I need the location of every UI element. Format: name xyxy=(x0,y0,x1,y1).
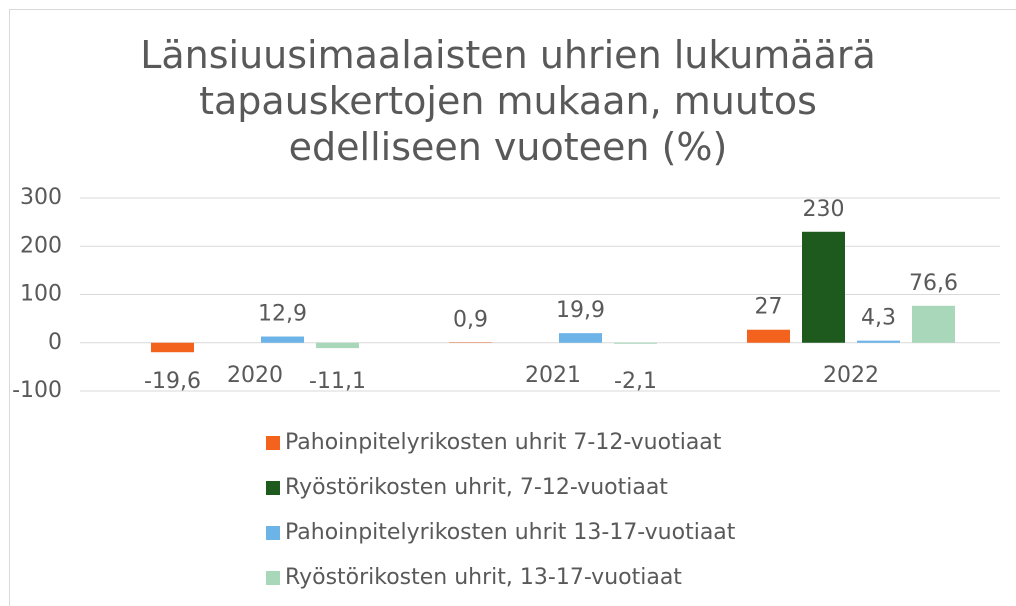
bar xyxy=(261,336,304,343)
bar xyxy=(912,305,955,343)
y-tick-label: 200 xyxy=(20,233,62,258)
data-label: 230 xyxy=(803,197,845,222)
legend-label: Ryöstörikosten uhrit, 7-12-vuotiaat xyxy=(285,475,668,500)
bar xyxy=(316,342,359,349)
bar xyxy=(747,329,790,343)
bar xyxy=(802,231,845,343)
data-label: 76,6 xyxy=(909,271,958,296)
y-tick-label: 300 xyxy=(20,185,62,210)
chart-frame xyxy=(9,9,1016,606)
chart-title: Länsiuusimaalaisten uhrien lukumäärä tap… xyxy=(140,33,876,169)
data-label: 12,9 xyxy=(258,302,307,327)
legend-label: Ryöstörikosten uhrit, 13-17-vuotiaat xyxy=(285,565,682,590)
y-tick-label: 0 xyxy=(48,330,62,355)
bar xyxy=(151,342,194,353)
legend-swatch xyxy=(266,436,280,450)
bar xyxy=(857,340,900,343)
legend-label: Pahoinpitelyrikosten uhrit 13-17-vuotiaa… xyxy=(285,520,736,545)
x-tick-label: 2020 xyxy=(227,363,283,388)
y-tick-label: 100 xyxy=(20,282,62,307)
bar xyxy=(559,333,602,343)
x-tick-label: 2021 xyxy=(525,363,581,388)
bar xyxy=(614,342,657,344)
data-label: -2,1 xyxy=(614,369,657,394)
data-label: -19,6 xyxy=(144,369,201,394)
y-tick-label: -100 xyxy=(12,378,62,403)
x-tick-label: 2022 xyxy=(823,363,879,388)
data-label: 0,9 xyxy=(453,307,488,332)
legend-swatch xyxy=(266,481,280,495)
legend-swatch xyxy=(266,571,280,585)
data-label: 27 xyxy=(755,295,783,320)
data-label: 19,9 xyxy=(556,298,605,323)
legend-label: Pahoinpitelyrikosten uhrit 7-12-vuotiaat xyxy=(285,430,722,455)
data-label: 4,3 xyxy=(861,306,896,331)
legend-swatch xyxy=(266,526,280,540)
data-label: -11,1 xyxy=(309,369,366,394)
